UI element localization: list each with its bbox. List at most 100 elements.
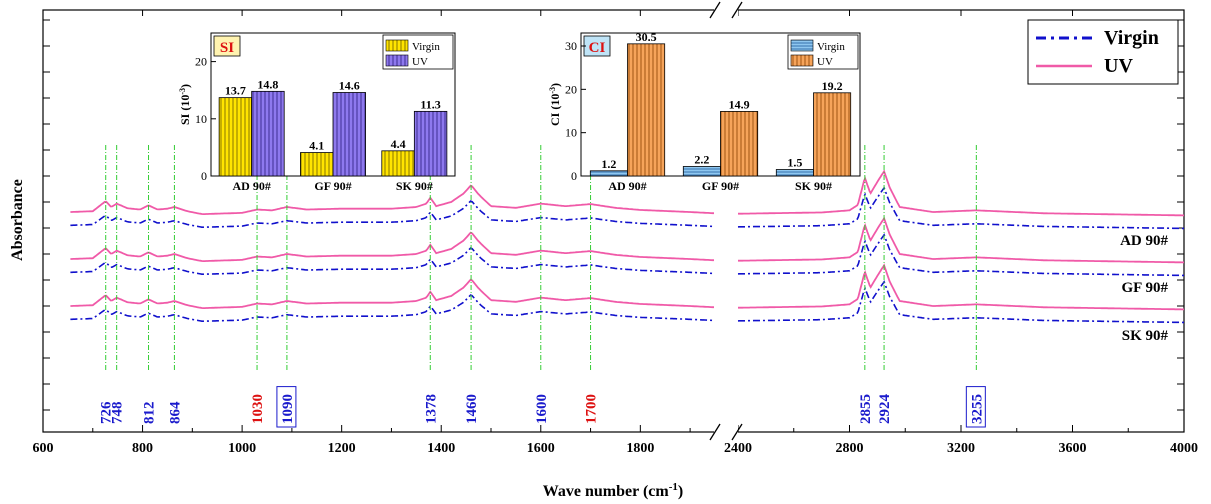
- uv-spectrum-left: [70, 184, 714, 215]
- inset-bar-value-label: 4.4: [391, 137, 406, 151]
- inset-bar-value-label: 14.8: [257, 77, 278, 91]
- x-tick-label: 600: [33, 441, 54, 456]
- peak-label: 1378: [423, 394, 439, 424]
- inset-bar-value-label: 4.1: [309, 139, 324, 153]
- inset-category-label: GF 90#: [702, 179, 739, 193]
- inset-bar: [332, 92, 366, 177]
- peak-label: 1090: [280, 394, 296, 424]
- virgin-spectrum-right: [737, 233, 1184, 277]
- inset-bar: [720, 111, 759, 177]
- x-tick-label: 1400: [427, 441, 455, 456]
- peak-label: 2855: [858, 394, 874, 424]
- inset-category-label: SK 90#: [795, 179, 832, 193]
- si-inset-chart: SI 0 10 20 SI (10-3) AD 90# 13.7 14.8 GF 90# 4.1 1…: [178, 32, 456, 193]
- inset-y-axis-title-main: CI (10: [548, 94, 562, 126]
- inset-bar-value-label: 1.2: [601, 157, 616, 171]
- inset-y-axis-title: SI (10-3): [178, 84, 192, 125]
- x-axis-title-sup: -1: [669, 481, 678, 493]
- axis-break-mark: [709, 423, 721, 441]
- inset-bar: [300, 152, 334, 177]
- inset-y-tick-label: 10: [195, 112, 207, 126]
- peak-label: 748: [110, 402, 126, 425]
- ci-inset-chart: CI 0 10 20 30 CI (10-3) AD 90# 1.2 30.5 GF 90# 2.2…: [548, 30, 861, 193]
- sample-label: AD 90#: [1120, 233, 1168, 249]
- inset-bar-value-label: 13.7: [225, 84, 246, 98]
- inset-badge-label: CI: [589, 40, 606, 56]
- inset-bar-value-label: 11.3: [420, 97, 440, 111]
- peak-label: 1460: [464, 394, 480, 424]
- peak-label: 812: [142, 402, 158, 425]
- inset-legend-label: Virgin: [817, 41, 845, 53]
- peak-label: 2924: [877, 394, 893, 425]
- inset-y-tick-label: 30: [565, 39, 577, 53]
- inset-bar-value-label: 19.2: [822, 79, 843, 93]
- x-tick-label: 4000: [1170, 441, 1198, 456]
- inset-bar-value-label: 2.2: [694, 152, 709, 166]
- inset-legend-label: Virgin: [412, 41, 440, 53]
- peak-label-group: 2924: [877, 394, 893, 425]
- uv-spectrum-right: [738, 263, 1184, 311]
- x-tick-label: 3200: [947, 441, 975, 456]
- inset-y-axis-title-main: SI (10: [178, 95, 192, 125]
- uv-spectrum-right: [738, 169, 1184, 217]
- peak-label-group: 864: [167, 401, 183, 424]
- virgin-spectrum-left: [70, 247, 714, 275]
- inset-legend-swatch: [385, 54, 409, 67]
- main-plot: 600 800 1000 1200 1400 1600 1800 2400 2800 3200 36…: [33, 1, 1198, 456]
- inset-bar: [682, 166, 721, 177]
- inset-bar: [589, 170, 628, 177]
- sample-label: SK 90#: [1122, 328, 1169, 344]
- inset-y-tick-label: 20: [565, 82, 577, 96]
- peak-label: 864: [167, 401, 183, 424]
- x-tick-label: 1800: [626, 441, 654, 456]
- legend-label: UV: [1104, 55, 1133, 77]
- x-axis-title-main: Wave number (cm: [543, 483, 670, 500]
- inset-legend-swatch: [790, 54, 814, 67]
- inset-category-label: AD 90#: [232, 179, 270, 193]
- virgin-spectrum-left: [70, 200, 714, 228]
- inset-category-label: AD 90#: [608, 179, 646, 193]
- peak-label-group: 1030: [250, 394, 266, 424]
- legend-box: [1027, 19, 1179, 85]
- inset-legend-swatch: [790, 39, 814, 52]
- uv-spectrum-left: [70, 278, 714, 309]
- x-axis-title-close: ): [678, 483, 683, 500]
- inset-badge-box: [213, 35, 241, 57]
- inset-bar: [218, 97, 253, 177]
- peak-label-group: 1600: [534, 394, 550, 424]
- peak-label: 1030: [250, 394, 266, 424]
- inset-bar: [627, 43, 666, 177]
- inset-bar-value-label: 14.6: [339, 78, 360, 92]
- peak-label-box: [965, 386, 986, 428]
- inset-bar-value-label: 30.5: [636, 30, 657, 44]
- peak-label-group: 3255: [965, 386, 986, 428]
- x-tick-label: 2400: [724, 441, 752, 456]
- main-legend: Virgin UV: [1027, 19, 1179, 85]
- inset-bar-value-label: 14.9: [729, 97, 750, 111]
- inset-y-axis-title-close: ): [178, 84, 192, 88]
- inset-y-axis-title-close: ): [548, 83, 562, 87]
- peak-label: 3255: [969, 394, 985, 424]
- inset-bar: [381, 150, 415, 177]
- x-tick-label: 3600: [1059, 441, 1087, 456]
- peak-label-group: 812: [142, 402, 158, 425]
- axis-break-mark: [709, 1, 721, 19]
- inset-category-label: SK 90#: [396, 179, 433, 193]
- inset-bar: [251, 90, 285, 177]
- virgin-spectrum-right: [737, 280, 1184, 324]
- inset-bar: [775, 169, 814, 177]
- peak-label-group: 1090: [276, 386, 297, 428]
- inset-bar: [813, 92, 852, 177]
- axis-break-gap: [714, 424, 738, 440]
- legend-label: Virgin: [1104, 27, 1159, 49]
- inset-y-axis-title: CI (10-3): [548, 83, 562, 126]
- inset-legend-label: UV: [412, 56, 428, 68]
- peak-label-group: 2855: [858, 394, 874, 424]
- peak-label: 1600: [534, 394, 550, 424]
- x-tick-label: 1000: [228, 441, 256, 456]
- inset-category-label: GF 90#: [314, 179, 351, 193]
- x-tick-label: 800: [132, 441, 153, 456]
- peak-label-group: 1700: [584, 394, 600, 424]
- plot-frame: [42, 9, 1185, 433]
